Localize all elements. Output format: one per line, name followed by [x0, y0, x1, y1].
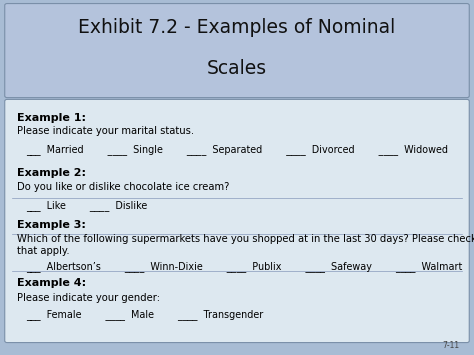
- Text: Exhibit 7.2 - Examples of Nominal: Exhibit 7.2 - Examples of Nominal: [78, 18, 396, 37]
- Text: that apply.: that apply.: [17, 246, 69, 256]
- Text: ___  Like        ____  Dislike: ___ Like ____ Dislike: [26, 200, 147, 211]
- Text: Scales: Scales: [207, 59, 267, 78]
- Text: Example 4:: Example 4:: [17, 278, 86, 288]
- Text: Please indicate your gender:: Please indicate your gender:: [17, 293, 160, 303]
- Text: ___  Female        ____  Male        ____  Transgender: ___ Female ____ Male ____ Transgender: [26, 310, 264, 320]
- Text: 7-11: 7-11: [443, 341, 460, 350]
- Text: Please indicate your marital status.: Please indicate your marital status.: [17, 126, 194, 136]
- FancyBboxPatch shape: [5, 4, 469, 98]
- Text: Do you like or dislike chocolate ice cream?: Do you like or dislike chocolate ice cre…: [17, 182, 229, 192]
- Text: Example 1:: Example 1:: [17, 113, 86, 123]
- Text: ___  Married        ____  Single        ____  Separated        ____  Divorced   : ___ Married ____ Single ____ Separated _…: [26, 144, 448, 154]
- FancyBboxPatch shape: [5, 99, 469, 343]
- Text: Which of the following supermarkets have you shopped at in the last 30 days? Ple: Which of the following supermarkets have…: [17, 234, 474, 244]
- Text: Example 2:: Example 2:: [17, 168, 86, 178]
- Text: Example 3:: Example 3:: [17, 220, 85, 230]
- Text: ___  Albertson’s        ____  Winn-Dixie        ____  Publix        ____  Safewa: ___ Albertson’s ____ Winn-Dixie ____ Pub…: [26, 262, 462, 272]
